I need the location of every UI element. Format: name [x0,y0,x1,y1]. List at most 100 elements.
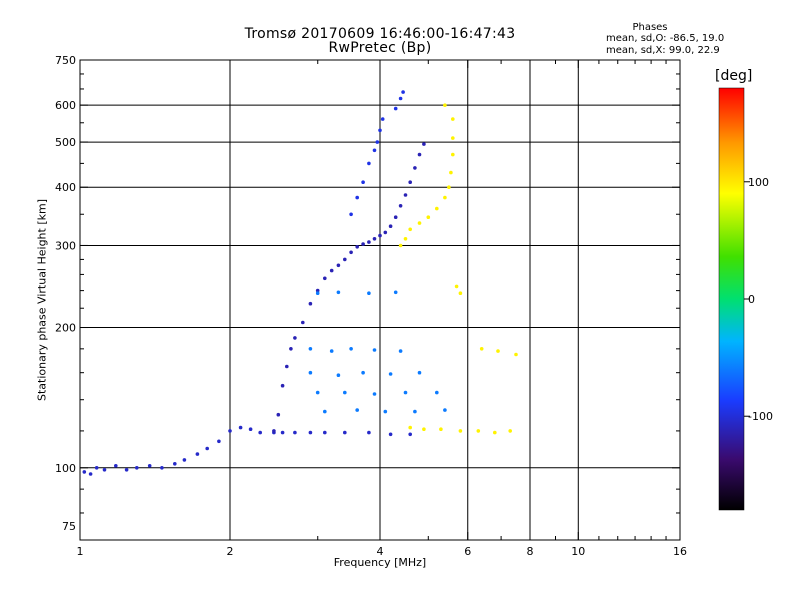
data-point [315,288,320,293]
data-point [398,204,403,208]
data-point [479,347,484,351]
data-point [308,301,313,306]
data-point [398,349,403,353]
data-point [248,427,253,432]
y-tick-label: 200 [55,322,76,335]
data-point [301,320,305,325]
data-point [451,152,455,157]
data-point [388,224,393,228]
data-point [476,429,481,433]
data-point [361,180,365,184]
data-point [82,470,87,474]
data-point [343,257,347,262]
data-point [336,263,341,268]
data-point [343,430,347,435]
data-point [422,142,426,146]
data-point [349,250,353,255]
data-point [393,215,398,219]
data-point [355,195,360,200]
data-point [329,268,334,273]
data-point [367,240,371,244]
data-point [276,412,281,417]
data-point [293,430,297,435]
data-point [114,464,118,468]
data-point [308,370,313,375]
data-point [451,117,455,121]
colorbar-tick-label: 0 [748,293,755,306]
data-point [388,372,393,376]
data-point [102,468,107,472]
x-tick-label: 2 [227,545,234,558]
y-tick-label: 100 [55,462,76,475]
data-point [454,284,459,289]
y-tick-label: 750 [55,54,76,67]
data-point [435,206,439,211]
data-point [323,276,327,281]
data-point [308,430,313,435]
data-point [426,215,431,219]
data-point [289,347,293,351]
data-point [372,237,377,241]
data-point [378,128,382,133]
data-point [388,432,393,437]
x-tick-label: 1 [77,545,84,558]
data-point [182,458,187,462]
data-point [94,466,99,470]
data-point [349,212,353,217]
data-point [323,430,327,435]
chart-title: Tromsø 20170609 16:46:00-16:47:43 [244,26,516,42]
data-point [398,96,403,101]
y-tick-label: 400 [55,181,76,194]
data-point [355,245,360,249]
data-point [447,185,451,189]
data-point [408,432,413,437]
data-point [308,347,313,351]
data-point [401,90,405,94]
data-point [413,409,417,414]
data-point [458,291,463,296]
data-point [195,452,200,456]
data-point [336,373,341,378]
data-point [323,409,327,414]
data-point [439,427,443,432]
y-tick-label: 600 [55,99,76,112]
phase-stats-o-mode: mean, sd,O: -86.5, 19.0 [606,33,725,44]
x-tick-label: 4 [377,545,384,558]
data-point [403,390,408,395]
phase-stats-title: Phases [632,22,668,33]
x-tick-label: 16 [673,545,687,558]
data-point [435,390,439,395]
data-point [336,290,341,295]
data-point [372,148,377,153]
x-axis-label: Frequency [MHz] [333,556,427,569]
phase-stats-x-mode: mean, sd,X: 99.0, 22.9 [606,45,720,56]
colorbar-label: [deg] [715,68,753,84]
data-point [367,291,371,296]
y-tick-label: 500 [55,136,76,149]
data-point [417,370,422,375]
data-point [496,349,500,353]
data-point [443,195,447,200]
data-point [375,140,380,144]
data-point [408,227,413,232]
data-point [228,429,232,433]
x-tick-label: 6 [464,545,471,558]
data-point [372,348,377,352]
data-point [443,103,447,107]
data-point [329,349,334,353]
data-point [408,180,413,184]
data-point [361,242,365,246]
data-point [217,439,221,444]
colorbar [718,87,745,511]
x-tick-label: 8 [527,545,534,558]
data-point [367,430,371,435]
data-point [280,383,285,388]
data-point [408,425,413,430]
data-point [449,170,453,175]
data-point [403,237,408,241]
data-point [238,425,243,430]
data-point [422,427,426,432]
data-point [147,464,152,468]
x-axis-ticks: 1 2 4 6 8 10 16 [77,60,687,558]
